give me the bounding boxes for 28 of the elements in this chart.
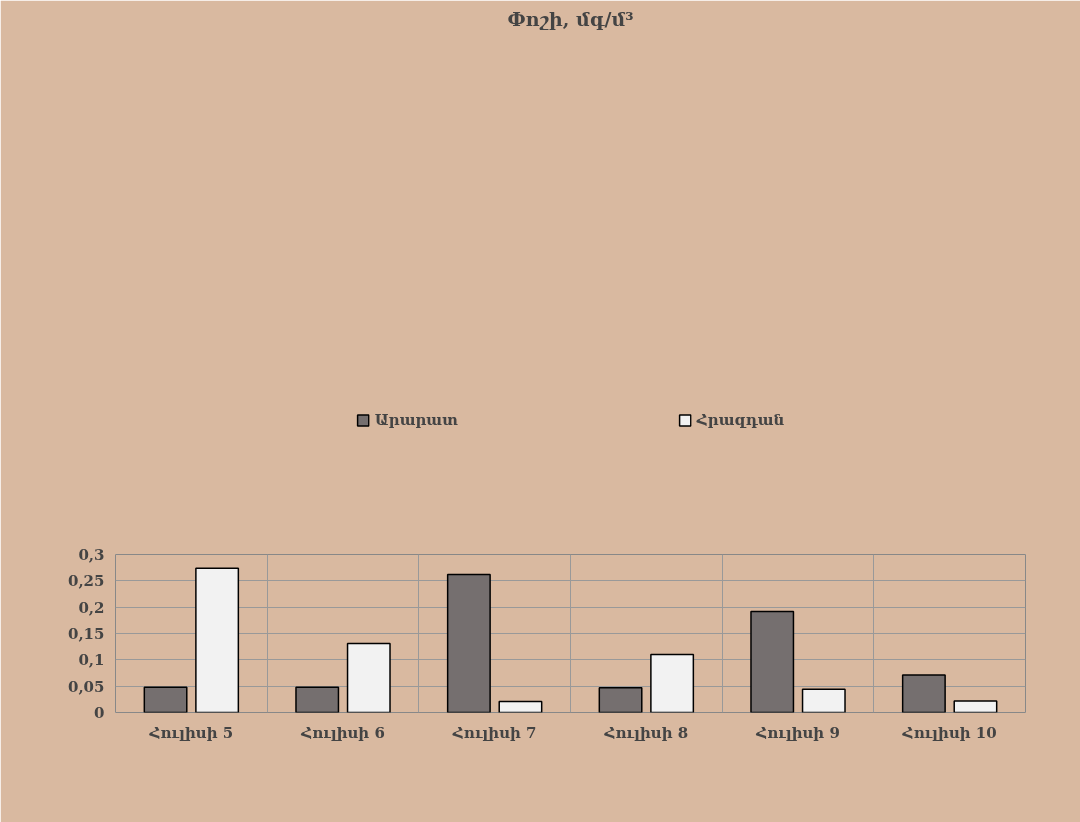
x-tick-label: Հուլիսի 9 bbox=[755, 723, 840, 742]
bar bbox=[598, 687, 643, 713]
y-tick-label: 0,1 bbox=[78, 651, 105, 670]
bar bbox=[650, 653, 695, 713]
bar bbox=[446, 573, 491, 713]
x-tick-label: Հուլիսի 5 bbox=[148, 723, 234, 742]
x-tick-label: Հուլիսի 7 bbox=[451, 723, 537, 742]
bar bbox=[143, 686, 188, 713]
chart-title: Փոշի, մգ/մ³ bbox=[507, 7, 634, 30]
bar bbox=[801, 688, 846, 713]
legend-label: Արարատ bbox=[374, 410, 458, 429]
bar bbox=[953, 700, 998, 713]
y-tick-label: 0,15 bbox=[67, 625, 105, 643]
x-tick-label: Հուլիսի 6 bbox=[300, 723, 385, 742]
bar bbox=[498, 700, 543, 713]
bar bbox=[195, 567, 240, 713]
y-tick-label: 0,2 bbox=[78, 598, 105, 617]
bar bbox=[750, 610, 795, 713]
y-tick-label: 0,05 bbox=[67, 677, 105, 696]
x-tick-label: Հուլիսի 10 bbox=[901, 723, 997, 742]
y-tick-label: 0,3 bbox=[78, 546, 105, 564]
x-tick-label: Հուլիսի 8 bbox=[603, 723, 689, 742]
legend-label: Հրազդան bbox=[696, 410, 785, 429]
bar bbox=[901, 674, 946, 713]
bar bbox=[295, 686, 340, 713]
y-tick-label: 0,25 bbox=[67, 572, 105, 591]
y-tick-label: 0 bbox=[94, 704, 105, 722]
bar bbox=[346, 642, 391, 713]
